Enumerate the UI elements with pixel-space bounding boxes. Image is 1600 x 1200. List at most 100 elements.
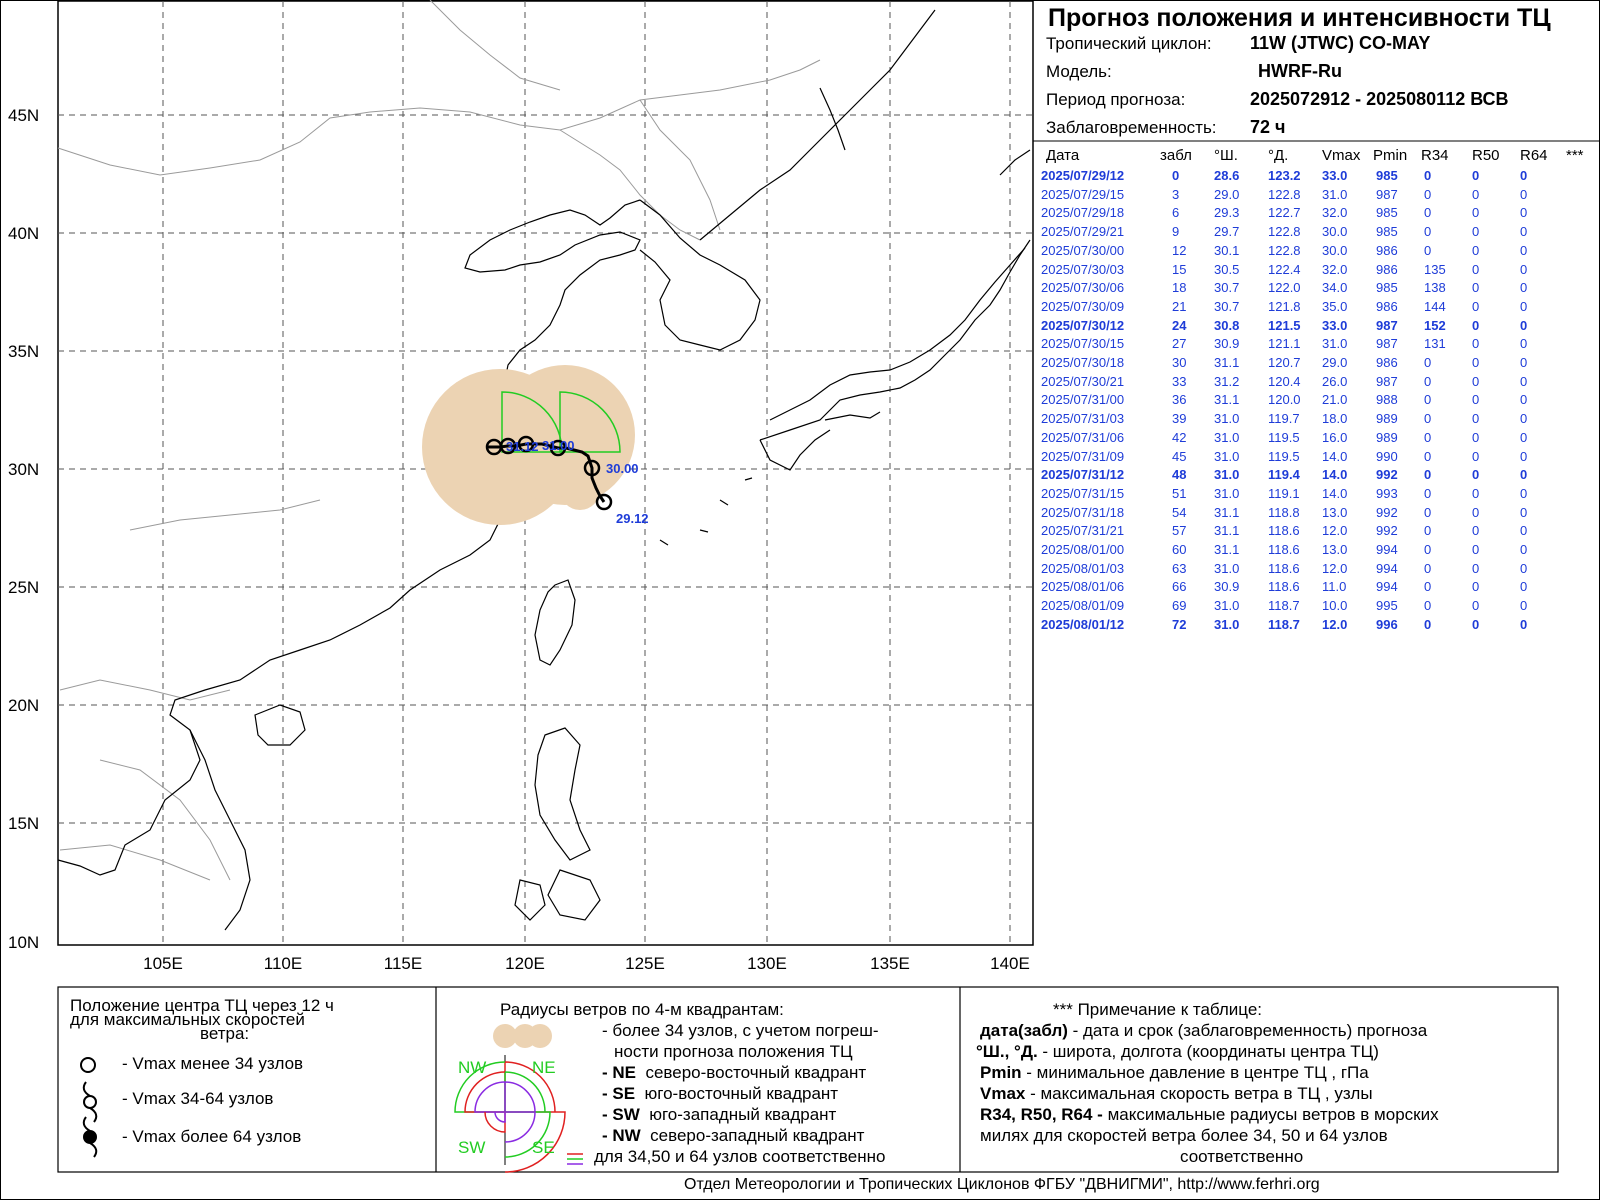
table-cell: 0 xyxy=(1424,205,1432,221)
table-cell: 985 xyxy=(1376,168,1398,183)
table-cell: 0 xyxy=(1472,373,1480,389)
table-cell: 30.9 xyxy=(1214,336,1240,352)
table-cell: 0 xyxy=(1472,523,1480,539)
table-cell: 0 xyxy=(1424,598,1432,614)
table-cell: 6 xyxy=(1172,205,1180,221)
table-cell: 0 xyxy=(1520,186,1528,202)
note-vmax-key: Vmax xyxy=(980,1084,1026,1103)
table-cell: 0 xyxy=(1472,429,1480,445)
label-ne: NE xyxy=(532,1058,556,1077)
table-row: 2025/07/29/21 9 29.7 122.8 30.0 985 0 0 0 xyxy=(0,224,1600,242)
table-cell: 0 xyxy=(1520,598,1528,614)
table-cell: 24 xyxy=(1172,317,1187,333)
table-cell: 51 xyxy=(1172,485,1187,501)
table-cell: 0 xyxy=(1520,392,1528,408)
table-cell: 0 xyxy=(1472,355,1480,370)
lon-label: 110E xyxy=(264,954,302,973)
table-cell: 12.0 xyxy=(1322,523,1348,539)
table-cell: 31.1 xyxy=(1214,523,1240,539)
table-cell: 2025/07/31/12 xyxy=(1041,467,1125,483)
legend-left-title-1: Положение центра ТЦ через 12 ч xyxy=(70,996,334,1015)
table-cell: 0 xyxy=(1424,411,1432,427)
lat-labels: 45N 40N 35N 30N 25N 20N 15N 10N xyxy=(8,106,39,952)
table-cell: 0 xyxy=(1424,448,1432,464)
table-cell: 2025/07/31/00 xyxy=(1041,392,1125,408)
table-cell: 986 xyxy=(1376,242,1398,258)
legend-ne: - NE северо-восточный квадрант xyxy=(602,1063,866,1083)
table-cell: 2025/07/30/18 xyxy=(1041,355,1125,370)
table-cell: 2025/07/29/21 xyxy=(1041,224,1125,240)
table-cell: 0 xyxy=(1520,411,1528,427)
table-cell: 0 xyxy=(1520,317,1528,333)
table-cell: 2025/07/31/18 xyxy=(1041,504,1125,520)
track-point-12 xyxy=(583,459,601,477)
legend-strong: - Vmax более 64 узлов xyxy=(122,1127,302,1146)
table-cell: 60 xyxy=(1172,542,1187,557)
table-cell: 0 xyxy=(1424,485,1432,501)
table-cell: 15 xyxy=(1172,261,1187,277)
table-cell: 11.0 xyxy=(1322,579,1347,595)
legend-frame xyxy=(57,986,1559,1173)
table-cell: 118.6 xyxy=(1268,579,1300,595)
table-cell: 31.0 xyxy=(1214,429,1240,445)
table-row: 2025/08/01/06 66 30.9 118.6 11.0 994 0 0 0 xyxy=(0,579,1600,597)
table-cell: 2025/07/31/15 xyxy=(1041,485,1125,501)
table-cell: 0 xyxy=(1424,392,1432,408)
table-row: 2025/08/01/09 69 31.0 118.7 10.0 995 0 0 0 xyxy=(0,598,1600,616)
table-cell: 0 xyxy=(1520,523,1528,539)
table-cell: 66 xyxy=(1172,579,1187,595)
table-cell: 2025/07/31/03 xyxy=(1041,411,1125,427)
note-pmin-text: - минимальное давление в центре ТЦ , гПа xyxy=(1021,1063,1369,1082)
col-r50: R50 xyxy=(1472,147,1500,164)
table-cell: 2025/07/30/03 xyxy=(1041,261,1125,277)
table-cell: 14.0 xyxy=(1322,467,1348,483)
table-cell: 0 xyxy=(1520,298,1528,314)
table-cell: 0 xyxy=(1520,280,1528,296)
table-cell: 21.0 xyxy=(1322,392,1348,408)
table-cell: 2025/08/01/09 xyxy=(1041,598,1125,614)
table-row: 2025/08/01/00 60 31.1 118.6 13.0 994 0 0 0 xyxy=(0,542,1600,560)
table-cell: 0 xyxy=(1472,392,1480,408)
note-radii-text: максимальные радиусы ветров в морских xyxy=(1102,1105,1439,1124)
lon-label: 130E xyxy=(747,954,787,973)
lat-label: 40N xyxy=(8,224,39,243)
table-cell: 987 xyxy=(1376,373,1398,389)
table-cell: 121.8 xyxy=(1268,298,1301,314)
table-cell: 118.6 xyxy=(1268,560,1300,576)
table-cell: 0 xyxy=(1472,542,1480,557)
legend-middle-line-2: ности прогноза положения ТЦ xyxy=(614,1042,853,1061)
lat-label: 10N xyxy=(8,933,39,952)
table-cell: 28.6 xyxy=(1214,168,1240,183)
legend-left-title: Положение центра ТЦ через 12 ч для макси… xyxy=(70,996,334,1042)
table-cell: 0 xyxy=(1520,467,1528,483)
table-cell: 2025/07/30/06 xyxy=(1041,280,1125,296)
table-cell: 119.5 xyxy=(1268,448,1300,464)
symbol-medium-icon xyxy=(83,1095,97,1109)
table-row: 2025/07/29/12 0 28.6 123.2 33.0 985 0 0 0 xyxy=(0,168,1600,186)
table-cell: 152 xyxy=(1424,317,1446,333)
table-cell: 31.0 xyxy=(1322,336,1348,352)
legend-medium: - Vmax 34-64 узлов xyxy=(122,1089,274,1108)
table-cell: 119.5 xyxy=(1268,429,1300,445)
note-coords-text: - широта, долгота (координаты центра ТЦ) xyxy=(1037,1042,1379,1061)
table-row: 2025/08/01/12 72 31.0 118.7 12.0 996 0 0 0 xyxy=(0,617,1600,635)
table-cell: 69 xyxy=(1172,598,1187,614)
quadrant-diagram xyxy=(454,1024,583,1173)
table-cell: 32.0 xyxy=(1322,205,1348,221)
table-cell: 0 xyxy=(1472,261,1480,277)
table-cell: 33.0 xyxy=(1322,168,1348,183)
table-row: 2025/07/31/03 39 31.0 119.7 18.0 989 0 0 0 xyxy=(0,411,1600,429)
table-cell: 30.8 xyxy=(1214,317,1240,333)
table-cell: 39 xyxy=(1172,411,1187,427)
table-cell: 0 xyxy=(1424,504,1432,520)
table-cell: 988 xyxy=(1376,392,1398,408)
legend-symbols xyxy=(80,1057,98,1158)
table-cell: 33.0 xyxy=(1322,317,1348,333)
table-cell: 36 xyxy=(1172,392,1187,408)
table-row: 2025/07/30/18 30 31.1 120.7 29.0 986 0 0 0 xyxy=(0,355,1600,373)
track-label-31-12: 31.12 xyxy=(506,439,539,454)
table-cell: 31.0 xyxy=(1214,598,1240,614)
table-cell: 0 xyxy=(1472,168,1480,183)
table-cell: 0 xyxy=(1472,317,1480,333)
lat-label: 30N xyxy=(8,460,39,479)
